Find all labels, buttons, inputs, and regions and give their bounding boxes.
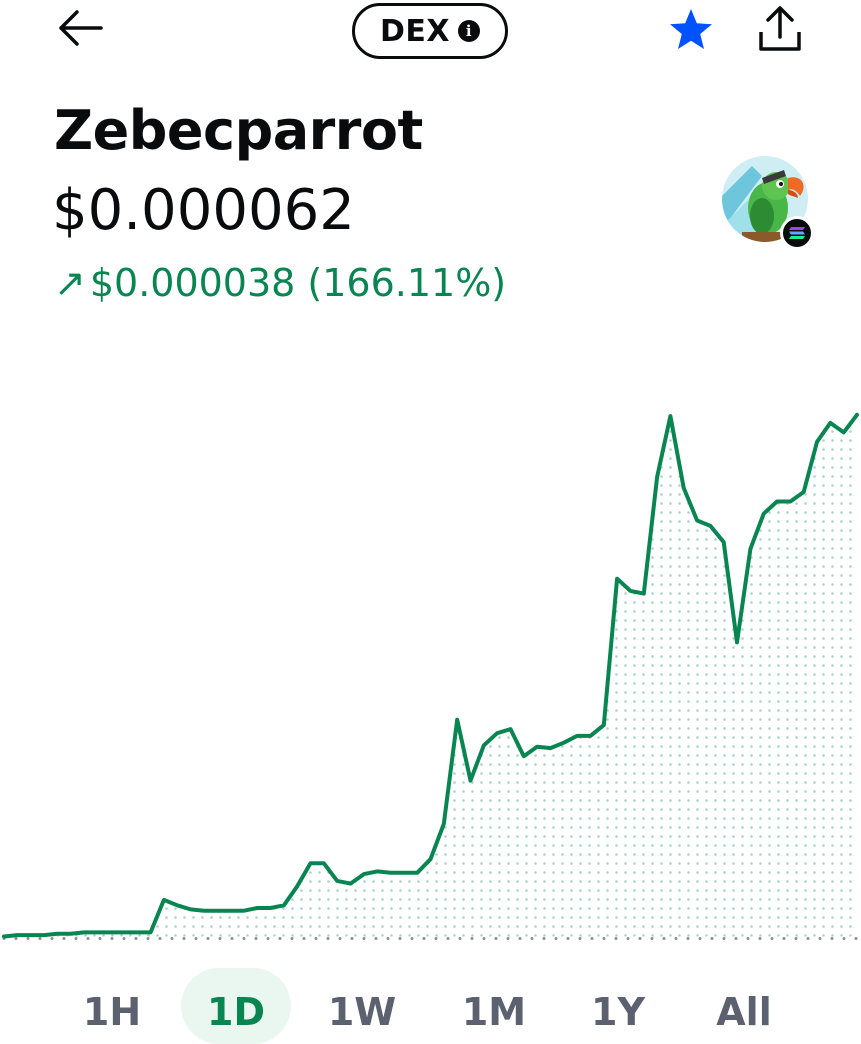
solana-icon bbox=[789, 227, 805, 239]
token-avatar bbox=[722, 156, 808, 242]
price-area-fill bbox=[4, 414, 857, 937]
dex-badge-button[interactable]: DEX i bbox=[352, 3, 508, 59]
info-icon: i bbox=[458, 20, 481, 42]
range-tab-1w[interactable]: 1W bbox=[327, 990, 397, 1034]
arrow-left-icon bbox=[59, 10, 103, 46]
range-tab-1h[interactable]: 1H bbox=[82, 990, 142, 1034]
top-bar: DEX i bbox=[0, 0, 861, 64]
share-icon bbox=[759, 6, 801, 51]
star-icon bbox=[670, 9, 712, 49]
range-tab-1y[interactable]: 1Y bbox=[591, 990, 645, 1034]
parrot-avatar-icon bbox=[722, 156, 808, 242]
price-chart[interactable] bbox=[0, 400, 861, 960]
range-tab-1m[interactable]: 1M bbox=[461, 990, 527, 1034]
chain-badge bbox=[780, 216, 814, 250]
token-price: $0.000062 bbox=[52, 178, 355, 243]
price-line bbox=[2, 412, 859, 939]
time-range-selector: 1H 1D 1W 1M 1Y All bbox=[0, 960, 861, 1044]
dex-label: DEX bbox=[379, 13, 451, 49]
range-tab-all[interactable]: All bbox=[716, 990, 772, 1034]
watchlist-star-button[interactable] bbox=[664, 4, 718, 56]
token-name: Zebecparrot bbox=[54, 99, 423, 162]
share-button[interactable] bbox=[752, 2, 808, 56]
back-button[interactable] bbox=[52, 6, 108, 50]
price-change-value: $0.000038 (166.11%) bbox=[89, 261, 507, 305]
price-change: ↗ $0.000038 (166.11%) bbox=[54, 256, 506, 310]
trend-up-arrow-icon: ↗ bbox=[54, 261, 86, 305]
range-tab-1d[interactable]: 1D bbox=[181, 968, 291, 1044]
